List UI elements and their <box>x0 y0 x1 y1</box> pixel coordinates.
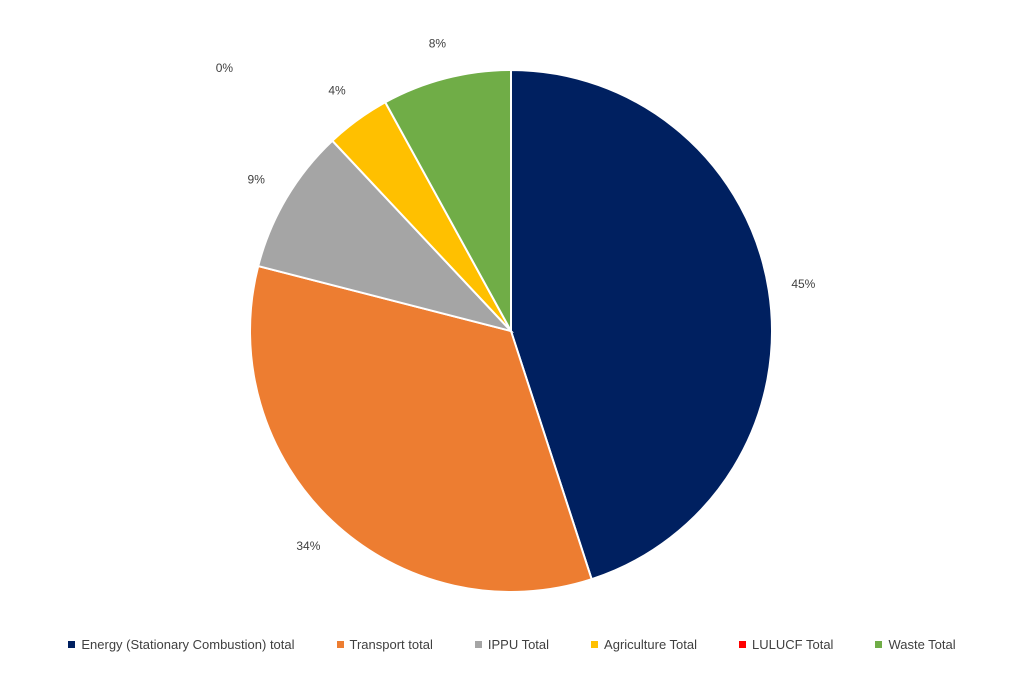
data-label-transport-total: 34% <box>296 539 320 553</box>
pie-slice-ippu-total <box>256 139 515 333</box>
legend-label: Agriculture Total <box>604 636 698 652</box>
chart-legend: Energy (Stationary Combustion) total Tran… <box>0 633 1024 655</box>
data-label-waste-total: 8% <box>429 36 447 50</box>
legend-swatch <box>68 640 76 648</box>
legend-label: Energy (Stationary Combustion) total <box>81 636 295 652</box>
data-label-ippu-total: 9% <box>248 172 266 186</box>
legend-item-lulucf-total: LULUCF Total <box>739 637 833 652</box>
legend-label: IPPU Total <box>487 636 550 652</box>
legend-swatch <box>591 640 599 648</box>
data-label-energy-stationary-combustion-total: 45% <box>791 277 815 291</box>
pie-slice-energy-stationary-combustion-total <box>510 68 773 581</box>
legend-label: LULUCF Total <box>752 636 834 652</box>
legend-swatch <box>739 640 747 648</box>
data-label-agriculture-total: 4% <box>328 84 346 98</box>
legend-swatch <box>474 640 482 648</box>
pie-data-labels: 45% 34% 9% 4% 0% 8% <box>216 36 816 552</box>
legend-swatch <box>875 640 883 648</box>
legend-label: Waste Total <box>888 636 956 652</box>
pie-slice-transport-total <box>249 264 593 593</box>
legend-item-waste-total: Waste Total <box>875 636 956 652</box>
pie-slices <box>249 68 773 593</box>
data-label-lulucf-total: 0% <box>216 61 234 75</box>
legend-item-ippu-total: IPPU Total <box>474 636 550 652</box>
pie-slice-waste-total <box>383 68 512 332</box>
legend-item-transport-total: Transport total <box>336 636 433 652</box>
legend-label: Transport total <box>349 636 433 652</box>
legend-swatch <box>336 640 344 648</box>
legend-item-agriculture-total: Agriculture Total <box>591 637 697 652</box>
legend-item-energy-stationary-combustion-total: Energy (Stationary Combustion) total <box>68 636 295 652</box>
